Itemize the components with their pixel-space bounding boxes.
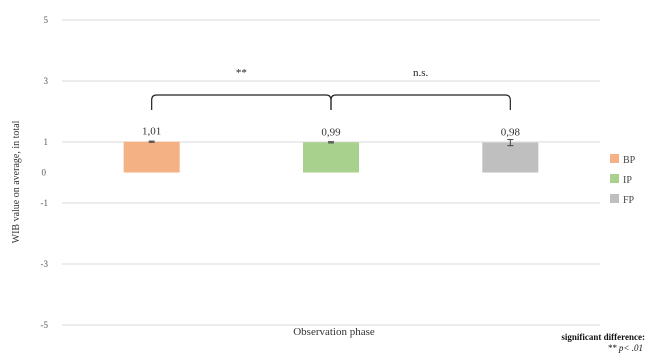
legend-label: IP	[623, 175, 632, 186]
error-bars	[148, 139, 514, 147]
significance-note-title: significant difference:	[561, 332, 645, 342]
data-label: 1,01	[142, 126, 161, 138]
legend-label: BP	[623, 155, 636, 166]
y-tick-label: -5	[41, 320, 49, 330]
data-label: 0,99	[321, 126, 341, 138]
significance-label: n.s.	[413, 67, 429, 79]
legend-swatch	[610, 194, 619, 203]
bar	[123, 141, 180, 173]
legend-swatch	[610, 174, 619, 183]
data-labels: 1,01 0,99 0,98	[142, 126, 520, 139]
significance-bracket	[330, 94, 511, 110]
x-axis-label: Observation phase	[293, 326, 375, 338]
y-tick-label: -1	[41, 198, 49, 208]
significance-note-line: ** p< .01	[608, 343, 643, 353]
y-tick-label: -3	[41, 259, 49, 269]
significance-bracket	[151, 94, 332, 110]
y-tick-label: 0	[42, 168, 47, 178]
data-label: 0,98	[501, 127, 521, 139]
y-tick-label: 3	[44, 76, 49, 86]
y-tick-label: 5	[44, 15, 49, 25]
bar	[482, 142, 539, 173]
y-axis-label: WIB value on average, in total	[11, 120, 22, 243]
bars	[123, 141, 539, 173]
legend-swatch	[610, 154, 619, 163]
legend: BP IP FP	[610, 154, 636, 206]
significance-label: **	[236, 67, 247, 79]
legend-label: FP	[623, 195, 635, 206]
y-tick-label: 1	[44, 137, 49, 147]
y-axis-ticks: 5 3 1 0 -1 -3 -5	[41, 15, 49, 330]
bar	[303, 142, 359, 173]
significance-brackets: ** n.s.	[151, 67, 511, 110]
